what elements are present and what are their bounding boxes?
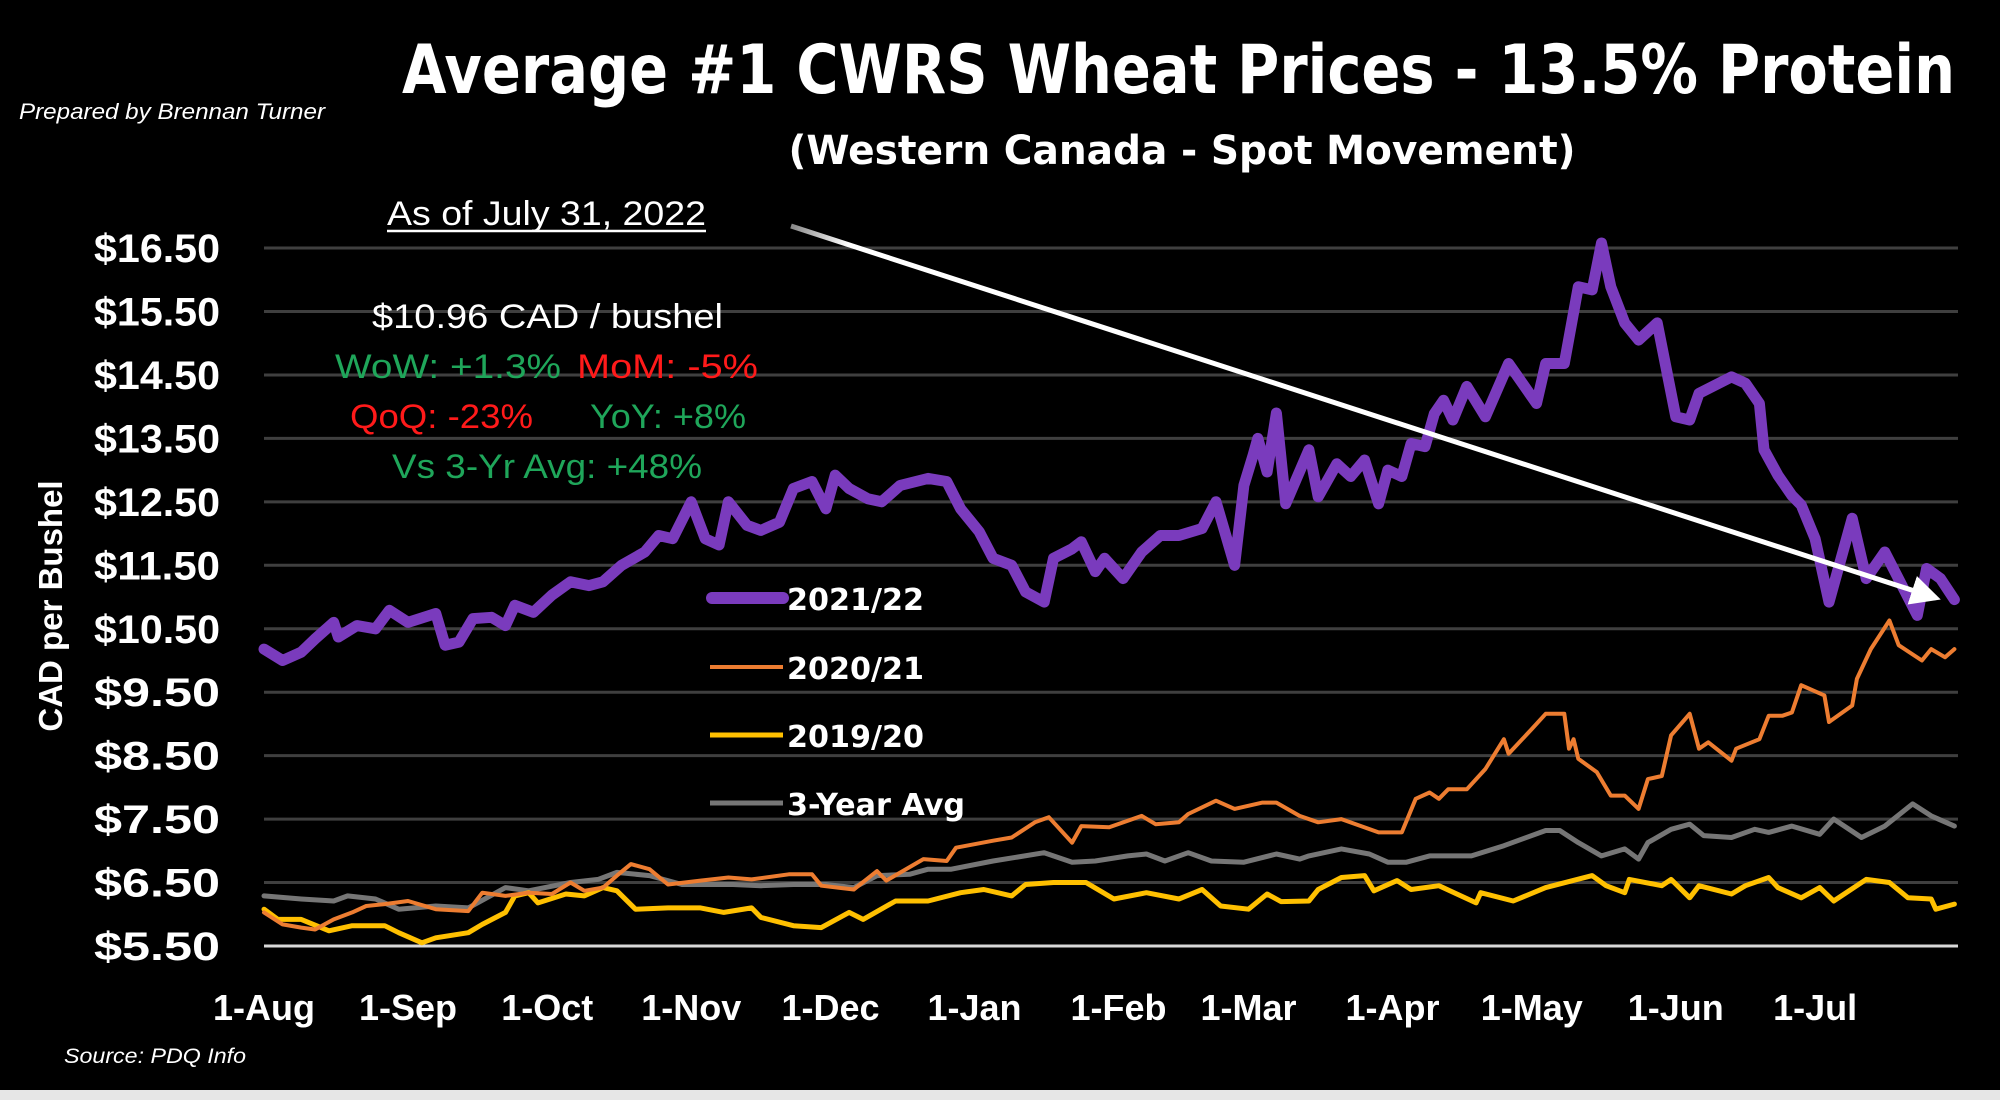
- x-tick-label: 1-Nov: [641, 987, 741, 1028]
- credit-text: Prepared by Brennan Turner: [19, 99, 327, 124]
- qoq-change: QoQ: -23%: [350, 398, 533, 436]
- y-tick-label: $15.50: [94, 291, 220, 335]
- x-tick-label: 1-Jan: [928, 987, 1022, 1028]
- x-tick-label: 1-Feb: [1070, 987, 1166, 1028]
- y-axis-title: CAD per Bushel: [32, 480, 69, 731]
- as-of-date: As of July 31, 2022: [387, 195, 706, 233]
- y-tick-label: $10.50: [94, 608, 220, 652]
- y-tick-label: $8.50: [94, 735, 220, 779]
- y-tick-label: $7.50: [94, 798, 220, 842]
- legend: 2021/22 2020/21 2019/20 3-Year Avg: [706, 583, 965, 823]
- legend-label-3yr-avg: 3-Year Avg: [787, 788, 965, 823]
- bottom-strip: [0, 1090, 2000, 1100]
- x-axis-ticks: 1-Aug 1-Sep 1-Oct 1-Nov 1-Dec 1-Jan 1-Feb 1-Mar…: [213, 987, 1857, 1028]
- x-tick-label: 1-Jun: [1628, 987, 1724, 1028]
- chart-title: Average #1 CWRS Wheat Prices - 13.5% Pro…: [402, 31, 1955, 110]
- series-lines: [258, 237, 1960, 946]
- source-text: Source: PDQ Info: [64, 1045, 246, 1068]
- x-tick-label: 1-May: [1481, 987, 1583, 1028]
- y-tick-label: $9.50: [94, 671, 220, 715]
- x-tick-label: 1-Sep: [359, 987, 457, 1028]
- y-tick-label: $12.50: [94, 481, 220, 525]
- y-tick-label: $11.50: [94, 544, 220, 588]
- x-tick-label: 1-Mar: [1201, 987, 1297, 1028]
- current-price: $10.96 CAD / bushel: [372, 298, 723, 336]
- x-tick-label: 1-Apr: [1345, 987, 1439, 1028]
- x-tick-label: 1-Jul: [1773, 987, 1857, 1028]
- chart-subtitle: (Western Canada - Spot Movement): [789, 128, 1576, 174]
- legend-label-2020-21: 2020/21: [787, 652, 924, 687]
- yoy-change: YoY: +8%: [590, 398, 746, 436]
- wow-change: WoW: +1.3%: [335, 348, 561, 386]
- series-line-3-year-avg: [261, 801, 1957, 912]
- y-axis-ticks: $16.50 $15.50 $14.50 $13.50 $12.50 $11.50 $10.…: [94, 227, 220, 969]
- series-line-2020-21: [262, 618, 1957, 932]
- x-tick-label: 1-Oct: [501, 987, 593, 1028]
- annotation-box: As of July 31, 2022 $10.96 CAD / bushel …: [335, 195, 758, 486]
- y-tick-label: $13.50: [94, 417, 220, 461]
- y-tick-label: $16.50: [94, 227, 220, 271]
- x-tick-label: 1-Dec: [782, 987, 880, 1028]
- mom-change: MoM: -5%: [577, 348, 758, 386]
- y-tick-label: $14.50: [94, 354, 220, 398]
- legend-label-2021-22: 2021/22: [787, 583, 924, 618]
- x-tick-label: 1-Aug: [213, 987, 315, 1028]
- y-tick-label: $6.50: [94, 862, 220, 906]
- trend-arrow: [790, 223, 1941, 605]
- y-tick-label: $5.50: [94, 925, 220, 969]
- vs-3yr-avg-change: Vs 3-Yr Avg: +48%: [392, 448, 702, 486]
- series-line-2021-22: [258, 237, 1960, 666]
- legend-label-2019-20: 2019/20: [787, 720, 924, 755]
